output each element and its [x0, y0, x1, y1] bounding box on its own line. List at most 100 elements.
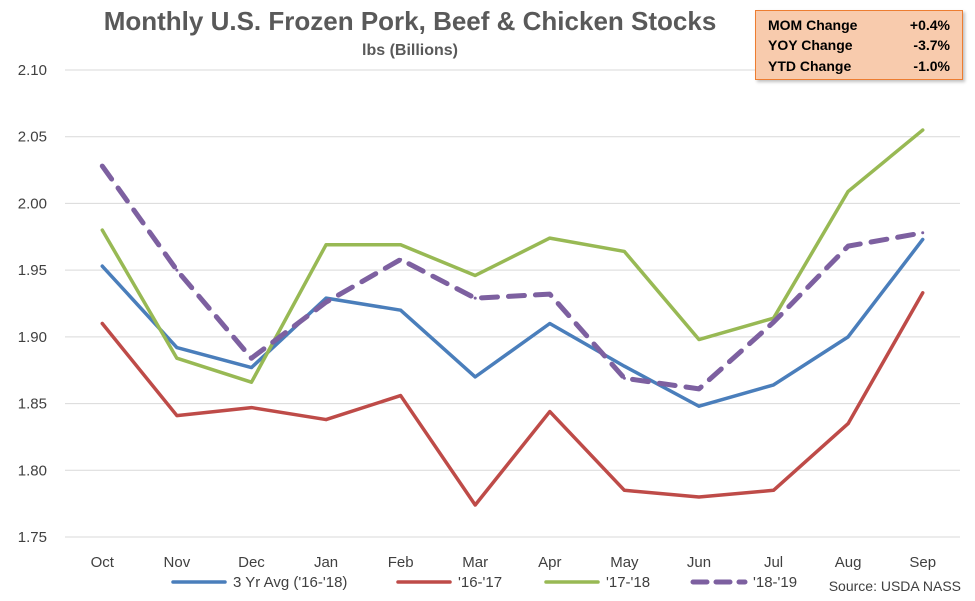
data-point — [921, 237, 925, 241]
data-point — [249, 366, 253, 370]
stats-value: +0.4% — [909, 17, 950, 33]
data-point — [399, 243, 403, 247]
data-point — [473, 296, 477, 300]
y-tick-label: 1.85 — [18, 396, 47, 413]
data-point — [921, 291, 925, 295]
data-point — [697, 404, 701, 408]
data-point — [399, 308, 403, 312]
data-point — [324, 300, 328, 304]
chart-subtitle: lbs (Billions) — [362, 42, 458, 59]
data-point — [473, 375, 477, 379]
series-lines — [99, 128, 926, 507]
x-tick-label: Apr — [538, 554, 561, 571]
data-point — [175, 414, 179, 418]
data-point — [622, 249, 626, 253]
series-line — [99, 163, 926, 392]
data-point — [473, 503, 477, 507]
series-line — [100, 128, 925, 384]
x-tick-label: Sep — [909, 554, 936, 571]
stats-label: YTD Change — [768, 58, 852, 74]
x-axis-tick-labels: Oct Nov Dec Jan Feb Mar Apr May Jun Jul Aug Sep — [91, 554, 936, 571]
data-point — [548, 292, 552, 296]
data-point — [175, 356, 179, 360]
y-tick-label: 2.05 — [18, 129, 47, 146]
data-point — [175, 346, 179, 350]
data-point — [697, 338, 701, 342]
data-point — [473, 273, 477, 277]
legend-label: '18-'19 — [753, 574, 797, 591]
series-line — [100, 237, 925, 408]
source-note: Source: USDA NASS — [828, 578, 961, 594]
stats-label: YOY Change — [768, 37, 853, 53]
series-0 — [100, 237, 925, 408]
data-point — [846, 189, 850, 193]
data-point — [622, 488, 626, 492]
legend-item: '18-'19 — [690, 574, 797, 591]
gridlines — [65, 69, 960, 538]
y-axis-tick-labels: 1.75 1.80 1.85 1.90 1.95 2.00 2.05 2.10 — [18, 62, 47, 546]
data-point — [100, 164, 104, 168]
stats-row-mom: MOM Change +0.4% — [768, 17, 950, 37]
data-point — [548, 410, 552, 414]
data-point — [100, 264, 104, 268]
x-tick-label: Jul — [764, 554, 783, 571]
data-point — [772, 383, 776, 387]
series-line — [100, 291, 925, 507]
x-tick-label: Nov — [164, 554, 191, 571]
change-stats-box: MOM Change +0.4% YOY Change -3.7% YTD Ch… — [755, 10, 963, 80]
y-tick-label: 1.95 — [18, 262, 47, 279]
stats-row-ytd: YTD Change -1.0% — [768, 58, 950, 78]
data-point — [324, 418, 328, 422]
stats-row-yoy: YOY Change -3.7% — [768, 37, 950, 57]
x-tick-label: Mar — [462, 554, 488, 571]
data-point — [100, 228, 104, 232]
x-tick-label: Feb — [388, 554, 414, 571]
legend-item: '16-'17 — [396, 574, 502, 591]
stats-value: -1.0% — [913, 58, 950, 74]
x-tick-label: Dec — [238, 554, 265, 571]
data-point — [846, 244, 850, 248]
data-point — [324, 243, 328, 247]
y-tick-label: 2.00 — [18, 195, 47, 212]
data-point — [921, 128, 925, 132]
x-tick-label: May — [610, 554, 639, 571]
data-point — [921, 231, 925, 235]
data-point — [772, 488, 776, 492]
data-point — [399, 394, 403, 398]
data-point — [548, 236, 552, 240]
stats-value: -3.7% — [913, 37, 950, 53]
x-tick-label: Jun — [687, 554, 711, 571]
y-tick-label: 1.80 — [18, 462, 47, 479]
x-tick-label: Aug — [835, 554, 862, 571]
data-point — [772, 320, 776, 324]
series-1 — [100, 291, 925, 507]
legend-item: '17-'18 — [544, 574, 650, 591]
data-point — [697, 387, 701, 391]
series-3 — [99, 163, 926, 392]
data-point — [249, 406, 253, 410]
data-point — [548, 322, 552, 326]
y-tick-label: 2.10 — [18, 62, 47, 79]
series-2 — [100, 128, 925, 384]
chart-title: Monthly U.S. Frozen Pork, Beef & Chicken… — [103, 6, 717, 36]
data-point — [622, 364, 626, 368]
data-point — [846, 335, 850, 339]
data-point — [846, 422, 850, 426]
legend-label: '16-'17 — [458, 574, 502, 591]
data-point — [249, 380, 253, 384]
data-point — [100, 322, 104, 326]
data-point — [622, 376, 626, 380]
y-tick-label: 1.90 — [18, 329, 47, 346]
data-point — [249, 356, 253, 360]
stats-label: MOM Change — [768, 17, 858, 33]
data-point — [175, 268, 179, 272]
data-point — [399, 257, 403, 261]
x-tick-label: Jan — [314, 554, 338, 571]
legend-label: 3 Yr Avg ('16-'18) — [233, 574, 347, 591]
y-tick-label: 1.75 — [18, 529, 47, 546]
legend-label: '17-'18 — [606, 574, 650, 591]
legend-item: 3 Yr Avg ('16-'18) — [171, 574, 347, 591]
legend: 3 Yr Avg ('16-'18) '16-'17 '17-'18 '18-'19 — [171, 574, 797, 591]
